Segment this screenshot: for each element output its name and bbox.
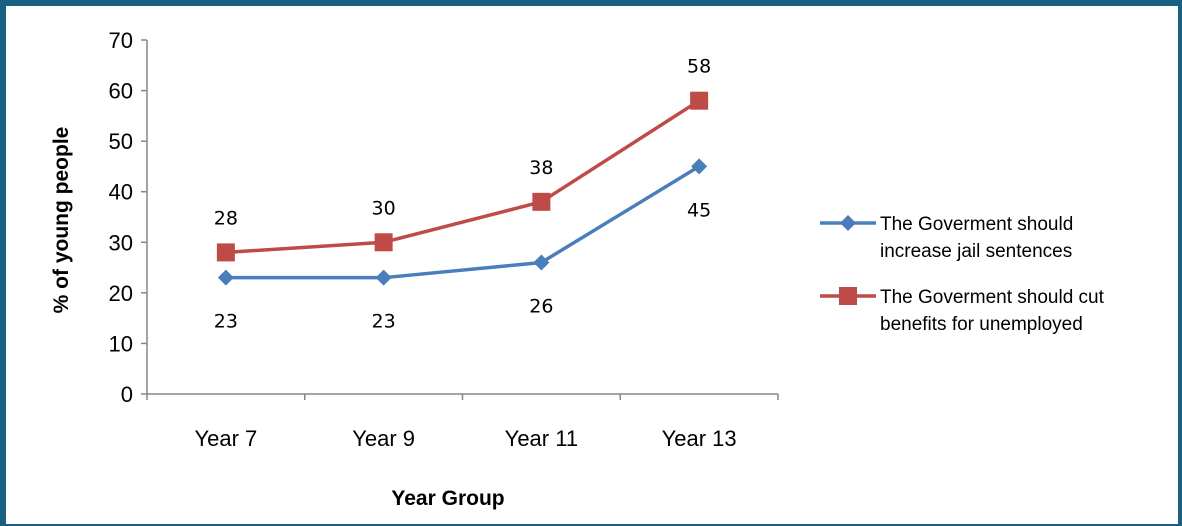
legend-label-line1: The Goverment should cut <box>880 287 1105 308</box>
series-1-point <box>375 269 392 286</box>
y-tick-label: 30 <box>109 230 133 255</box>
y-tick-label: 10 <box>109 331 133 356</box>
series-2-point <box>690 91 709 110</box>
x-tick-label: Year 13 <box>662 426 737 451</box>
series-1-data-label: 26 <box>529 296 553 318</box>
y-tick-label: 20 <box>109 281 133 306</box>
series-1-point <box>691 158 708 175</box>
series-2-data-label: 58 <box>687 56 711 78</box>
x-tick-label: Year 11 <box>505 426 578 451</box>
legend-label-line1: The Goverment should <box>880 214 1073 235</box>
series-1-point <box>533 254 550 271</box>
legend-marker-2 <box>839 287 857 305</box>
series-2-point <box>216 243 235 262</box>
series-1-data-label: 45 <box>687 199 711 221</box>
data-labels: 23 23 26 45 28 30 38 58 <box>214 56 711 333</box>
series-2-point <box>532 192 551 211</box>
series-1-data-label: 23 <box>214 311 238 333</box>
axes: 0 10 20 30 40 50 60 70 Year 7 Year 9 Year 11 Year 1… <box>109 28 779 451</box>
series-2-data-label: 28 <box>214 207 238 229</box>
series-2-line <box>225 99 701 255</box>
y-axis-title: % of young people <box>50 127 73 314</box>
legend-label-line2: increase jail sentences <box>880 241 1072 262</box>
legend-marker-1 <box>840 215 856 231</box>
y-tick-label: 40 <box>109 180 133 205</box>
series-layer <box>216 91 709 286</box>
y-tick-label: 60 <box>109 79 133 104</box>
y-tick-label: 0 <box>121 382 133 407</box>
legend: The Goverment should increase jail senten… <box>820 214 1105 335</box>
x-tick-label: Year 9 <box>352 426 415 451</box>
series-2-data-label: 38 <box>529 157 553 179</box>
series-1-point <box>217 269 234 286</box>
series-1-line <box>225 164 701 280</box>
y-tick-label: 50 <box>109 129 133 154</box>
y-tick-label: 70 <box>109 28 133 53</box>
series-2-point <box>374 233 393 252</box>
x-tick-label: Year 7 <box>194 426 257 451</box>
series-2-data-label: 30 <box>372 197 396 219</box>
series-1-data-label: 23 <box>372 311 396 333</box>
legend-label-line2: benefits for unemployed <box>880 314 1083 335</box>
x-axis-title: Year Group <box>391 487 504 510</box>
